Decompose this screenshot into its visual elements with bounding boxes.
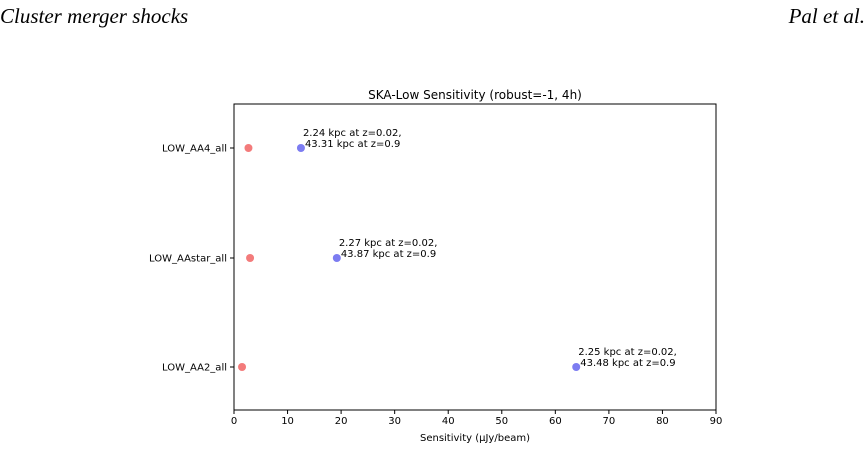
x-tick-label: 40 (442, 416, 455, 427)
data-point (296, 144, 305, 152)
x-tick-label: 80 (656, 416, 669, 427)
x-tick-label: 60 (549, 416, 562, 427)
annotation-line: 43.87 kpc at z=0.9 (341, 249, 436, 260)
annotation-line: 2.27 kpc at z=0.02, (339, 238, 438, 249)
x-tick-label: 0 (231, 416, 237, 427)
data-point (572, 363, 581, 371)
page-header-authors: Pal et al. (788, 4, 865, 28)
x-tick-label: 50 (495, 416, 508, 427)
x-tick-label: 30 (388, 416, 401, 427)
annotation-line: 2.24 kpc at z=0.02, (303, 128, 402, 139)
data-point (332, 254, 341, 262)
annotation-line: 43.48 kpc at z=0.9 (580, 358, 675, 369)
chart-title: SKA-Low Sensitivity (robust=-1, 4h) (368, 88, 582, 102)
y-tick-label: LOW_AAstar_all (149, 254, 227, 265)
y-tick-label: LOW_AA2_all (162, 363, 227, 374)
annotation-line: 2.25 kpc at z=0.02, (578, 347, 677, 358)
y-tick-label: LOW_AA4_all (162, 144, 227, 155)
data-point (244, 144, 253, 152)
data-point (246, 254, 255, 262)
data-point (238, 363, 247, 371)
x-tick-label: 90 (710, 416, 723, 427)
plot-frame (233, 103, 717, 411)
x-tick-label: 10 (281, 416, 294, 427)
x-tick-label: 70 (603, 416, 616, 427)
annotation-line: 43.31 kpc at z=0.9 (305, 139, 400, 150)
x-tick-label: 20 (335, 416, 348, 427)
page-header-title: Cluster merger shocks (0, 4, 189, 28)
x-axis-label: Sensitivity (µJy/beam) (420, 433, 530, 444)
